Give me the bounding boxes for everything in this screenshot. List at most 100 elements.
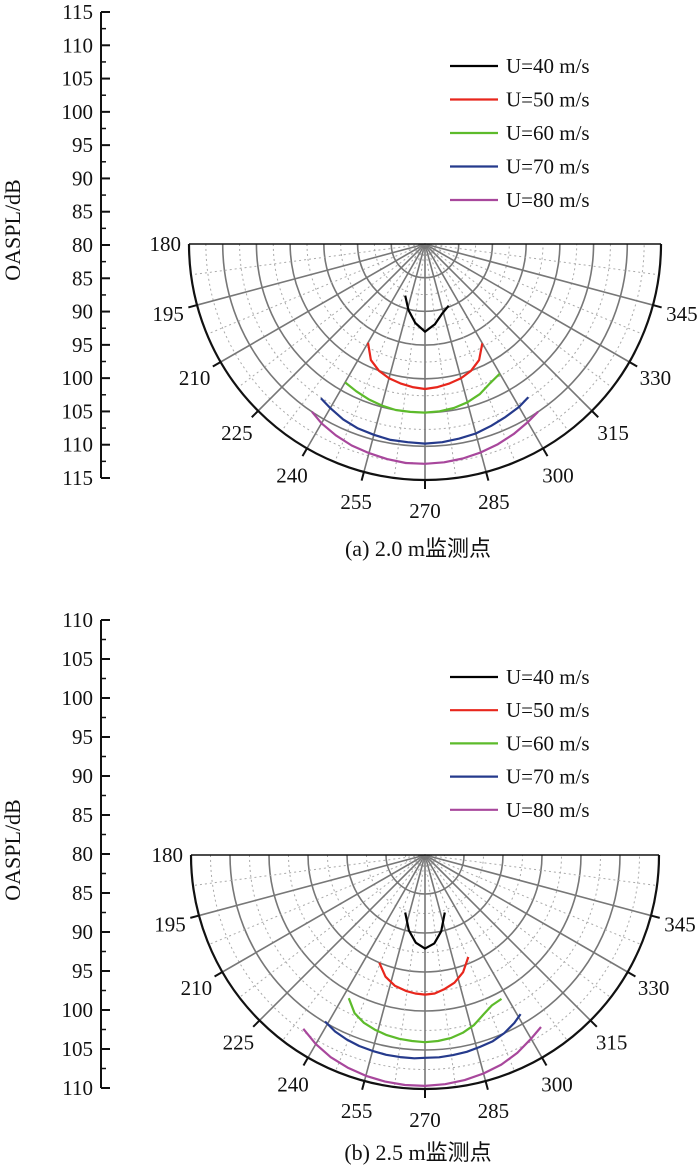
- y-tick-label: 95: [72, 725, 93, 749]
- angular-grid-line: [424, 854, 629, 973]
- angular-minor-grid-line: [393, 854, 426, 1088]
- y-tick-label: 100: [62, 998, 94, 1022]
- angular-minor-grid-line: [424, 243, 660, 276]
- angle-tick-mark: [542, 447, 549, 457]
- legend-label: U=40 m/s: [506, 54, 590, 78]
- angle-tick-label: 330: [640, 366, 672, 390]
- legend-label: U=40 m/s: [506, 665, 590, 689]
- angular-minor-grid-line: [393, 243, 426, 479]
- legend-label: U=60 m/s: [506, 121, 590, 145]
- series-line-3: [347, 997, 503, 1044]
- angle-tick-label: 180: [152, 843, 184, 867]
- angle-tick-mark: [589, 1019, 598, 1028]
- angle-tick-mark: [188, 304, 198, 309]
- angle-tick-label: 240: [276, 463, 308, 487]
- angular-minor-grid-line: [206, 243, 426, 335]
- y-tick-label: 105: [62, 1037, 94, 1061]
- radial-minor-grid-circle: [205, 243, 645, 464]
- angular-grid-line: [307, 854, 426, 1059]
- angle-tick-label: 345: [664, 912, 696, 936]
- angular-grid-line: [220, 243, 426, 363]
- angle-tick-mark: [212, 361, 222, 368]
- angle-tick-label: 210: [181, 976, 213, 1000]
- y-tick-label: 85: [72, 266, 93, 290]
- angular-grid-line: [424, 243, 544, 449]
- series-line-1: [404, 912, 446, 950]
- angular-grid-line: [424, 854, 592, 1022]
- angle-tick-label: 210: [179, 366, 211, 390]
- angle-tick-mark: [214, 971, 223, 978]
- series-line-4: [324, 1013, 522, 1060]
- angular-minor-grid-line: [424, 243, 613, 389]
- angular-minor-grid-line: [208, 854, 426, 946]
- angle-tick-mark: [301, 447, 308, 457]
- angle-tick-label: 180: [150, 232, 182, 256]
- angular-grid-line: [424, 243, 654, 306]
- angular-grid-line: [363, 243, 426, 473]
- angle-tick-label: 315: [597, 421, 629, 445]
- angular-minor-grid-line: [424, 243, 457, 479]
- angle-tick-label: 285: [478, 1099, 510, 1123]
- angular-minor-grid-line: [424, 854, 642, 946]
- angle-tick-label: 195: [152, 302, 184, 326]
- angular-grid-line: [221, 854, 426, 973]
- y-tick-label: 95: [72, 959, 93, 983]
- y-tick-label: 115: [62, 0, 93, 24]
- angle-tick-label: 300: [541, 1073, 573, 1097]
- angle-tick-label: 225: [223, 1031, 255, 1055]
- y-tick-label: 80: [72, 842, 93, 866]
- y-tick-label: 80: [72, 233, 93, 257]
- y-tick-label: 115: [62, 466, 93, 490]
- angular-grid-line: [363, 854, 426, 1082]
- radial-minor-grid-circle: [327, 854, 523, 953]
- angle-tick-label: 255: [340, 490, 372, 514]
- y-tick-label: 85: [72, 200, 93, 224]
- angle-tick-mark: [360, 471, 365, 481]
- series-line-2: [378, 956, 470, 996]
- y-tick-label: 90: [72, 764, 93, 788]
- radial-minor-grid-circle: [340, 243, 510, 329]
- angle-tick-mark: [252, 1019, 261, 1028]
- y-tick-label: 105: [62, 399, 94, 423]
- y-tick-label: 100: [62, 366, 94, 390]
- series-line-1: [404, 295, 450, 333]
- angle-tick-mark: [484, 1080, 489, 1090]
- angle-tick-mark: [302, 1057, 309, 1066]
- panel-a-2m: 115 110 105 100 95 90 85 80 85 90 95 100 105 110 115 OA…: [0, 0, 698, 561]
- angular-grid-line: [424, 854, 543, 1059]
- angular-minor-grid-line: [424, 243, 644, 335]
- angular-grid-line: [424, 243, 630, 363]
- y-tick-label: 100: [62, 686, 94, 710]
- angular-minor-grid-line: [239, 854, 426, 998]
- angular-grid-line: [198, 854, 426, 917]
- legend-label: U=80 m/s: [506, 798, 590, 822]
- angle-tick-label: 195: [154, 912, 186, 936]
- legend-label: U=70 m/s: [506, 155, 590, 179]
- angular-minor-grid-line: [334, 243, 426, 463]
- angle-tick-label: 330: [638, 976, 670, 1000]
- series-line-2: [366, 342, 484, 391]
- series-line-5: [302, 1026, 542, 1088]
- angular-minor-grid-line: [424, 854, 516, 1072]
- y-tick-label: 110: [62, 1076, 93, 1100]
- angular-minor-grid-line: [424, 854, 658, 887]
- angle-tick-mark: [190, 914, 200, 919]
- y-tick-label: 90: [72, 920, 93, 944]
- angle-tick-label: 270: [409, 499, 441, 523]
- angular-grid-line: [424, 243, 593, 412]
- angular-minor-grid-line: [424, 854, 568, 1041]
- angle-tick-mark: [485, 471, 490, 481]
- panel-caption: (b) 2.5 m监测点: [344, 1140, 491, 1165]
- angular-minor-grid-line: [282, 854, 426, 1041]
- series-line-4: [320, 396, 530, 445]
- y-tick-label: 90: [72, 300, 93, 324]
- series-line-3: [344, 372, 501, 414]
- angular-minor-grid-line: [424, 243, 570, 432]
- angle-tick-mark: [652, 304, 662, 309]
- angle-tick-label: 300: [542, 463, 574, 487]
- y-axis-title: OASPL/dB: [0, 179, 25, 280]
- legend-label: U=50 m/s: [506, 698, 590, 722]
- angle-tick-mark: [251, 410, 259, 418]
- y-tick-label: 95: [72, 333, 93, 357]
